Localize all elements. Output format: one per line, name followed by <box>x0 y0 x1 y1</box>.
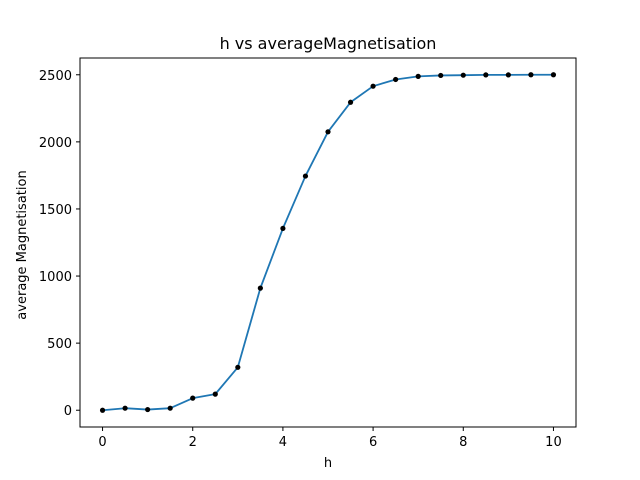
data-point <box>212 391 218 397</box>
data-point <box>347 99 354 105</box>
plot-area: 0 2 4 6 8 10 0 500 1000 1500 2000 2500 <box>39 57 577 450</box>
data-point <box>145 406 151 413</box>
data-point <box>325 129 331 135</box>
data-point <box>528 72 534 78</box>
chart-title: h vs averageMagnetisation <box>220 34 437 53</box>
data-point <box>257 285 263 291</box>
y-tick-label: 500 <box>47 337 72 352</box>
y-tick-label: 2000 <box>39 136 72 151</box>
data-point <box>483 72 489 78</box>
data-point <box>370 83 376 89</box>
x-axis-title: h <box>324 456 332 471</box>
x-tick-label: 4 <box>279 435 287 450</box>
data-point <box>167 405 173 411</box>
y-axis-title: average Magnetisation <box>15 170 30 319</box>
x-tick-label: 8 <box>459 435 467 450</box>
data-point <box>550 72 557 78</box>
data-point <box>505 72 511 78</box>
x-tick-label: 10 <box>545 435 562 450</box>
data-point <box>393 76 399 83</box>
data-point <box>122 405 128 411</box>
y-tick-label: 1500 <box>39 203 72 218</box>
plot-frame <box>79 57 577 428</box>
data-point <box>415 73 421 79</box>
x-tick-label: 0 <box>98 435 106 450</box>
data-point <box>438 72 444 79</box>
y-tick-label: 1000 <box>39 270 72 285</box>
y-tick-label: 0 <box>64 404 72 419</box>
data-point <box>460 72 466 78</box>
data-point <box>280 225 286 232</box>
data-point <box>302 173 309 179</box>
data-point <box>235 364 241 370</box>
x-tick-label: 2 <box>189 435 197 450</box>
x-tick-label: 6 <box>369 435 377 450</box>
y-tick-label: 2500 <box>39 69 72 84</box>
data-point <box>190 395 196 401</box>
data-point <box>99 407 106 413</box>
